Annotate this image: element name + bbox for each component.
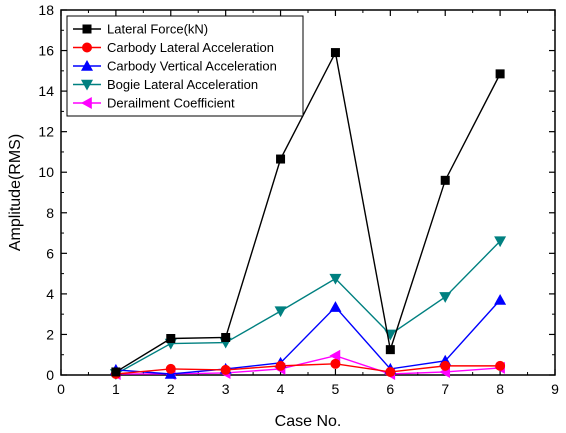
x-tick-label: 0: [57, 381, 65, 397]
legend-swatch-marker: [81, 60, 93, 71]
x-tick-label: 3: [222, 381, 230, 397]
legend-label: Carbody Lateral Acceleration: [107, 40, 274, 55]
data-point: [330, 358, 341, 369]
y-tick-label: 12: [38, 124, 54, 140]
data-point: [329, 349, 341, 362]
y-tick-label: 6: [46, 245, 54, 261]
y-tick-label: 4: [46, 286, 54, 302]
x-tick-label: 2: [167, 381, 175, 397]
legend-label: Carbody Vertical Acceleration: [107, 59, 277, 74]
legend-box: [66, 15, 304, 117]
y-tick-label: 0: [46, 367, 54, 383]
y-axis-title: Amplitude(RMS): [7, 134, 24, 251]
data-point: [111, 367, 121, 377]
x-tick-label: 4: [277, 381, 285, 397]
data-point: [440, 175, 450, 185]
data-point: [221, 332, 231, 342]
legend-swatch-marker: [82, 24, 92, 34]
series-line: [115, 50, 501, 373]
x-tick-label: 5: [332, 381, 340, 397]
data-point: [385, 345, 395, 355]
data-point: [385, 366, 396, 377]
data-point: [329, 273, 342, 285]
x-tick-label: 9: [551, 381, 559, 397]
y-tick-label: 16: [38, 43, 54, 59]
data-point: [275, 360, 286, 371]
x-tick-label: 1: [112, 381, 120, 397]
y-tick-label: 18: [38, 2, 54, 18]
x-axis-title: Case No.: [275, 413, 342, 430]
x-tick-label: 8: [496, 381, 504, 397]
data-point: [494, 236, 507, 248]
data-point: [220, 364, 231, 375]
legend-label: Lateral Force(kN): [107, 22, 208, 37]
legend-swatch-marker: [81, 97, 92, 109]
y-tick-label: 14: [38, 83, 54, 99]
data-point: [276, 154, 286, 164]
x-tick-label: 7: [441, 381, 449, 397]
data-point: [495, 69, 505, 79]
data-point: [329, 301, 342, 312]
y-tick-label: 2: [46, 326, 54, 342]
legend-label: Bogie Lateral Acceleration: [107, 77, 258, 92]
y-tick-label: 8: [46, 205, 54, 221]
data-point: [274, 306, 287, 318]
y-tick-label: 10: [38, 164, 54, 180]
data-point: [495, 360, 506, 371]
legend-swatch-marker: [81, 79, 93, 91]
data-point: [330, 48, 340, 58]
data-point: [166, 334, 176, 343]
series-line: [115, 299, 501, 375]
series-line: [115, 363, 501, 375]
x-tick-label: 6: [386, 381, 394, 397]
data-point: [165, 363, 176, 374]
legend-label: Derailment Coefficient: [107, 96, 235, 111]
data-point: [440, 360, 451, 371]
data-point: [494, 293, 507, 305]
series-line: [115, 240, 501, 375]
data-point: [439, 292, 452, 303]
legend-swatch-marker: [82, 42, 92, 53]
